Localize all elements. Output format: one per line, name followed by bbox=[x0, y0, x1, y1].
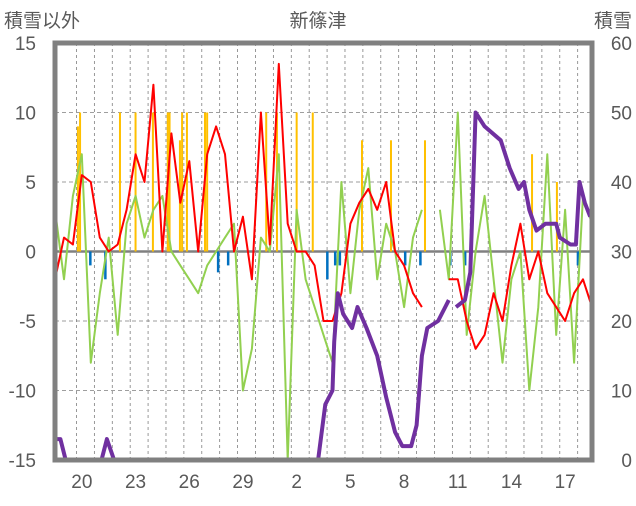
plot-frame bbox=[52, 40, 595, 463]
x-tick-label: 8 bbox=[399, 472, 410, 493]
y-right-tick-label: 20 bbox=[611, 312, 632, 333]
orange-bar bbox=[555, 182, 558, 252]
y-right-tick-label: 50 bbox=[611, 104, 632, 125]
blue-bar bbox=[338, 251, 342, 266]
y-right-tick-label: 40 bbox=[611, 173, 632, 194]
blue-bar bbox=[576, 251, 580, 266]
blue-bar bbox=[403, 251, 407, 266]
y-right-tick-label: 0 bbox=[621, 451, 632, 472]
orange-bar bbox=[118, 112, 121, 252]
y-right-tick-label: 60 bbox=[611, 34, 632, 55]
x-tick-label: 11 bbox=[448, 472, 468, 493]
orange-bar bbox=[185, 112, 188, 252]
x-tick-label: 20 bbox=[71, 472, 92, 493]
chart-title: 新篠津 bbox=[289, 10, 346, 32]
y-left-tick-label: 0 bbox=[25, 243, 36, 264]
y-left-tick-label: -15 bbox=[9, 451, 36, 472]
orange-bar bbox=[168, 112, 171, 252]
orange-bar bbox=[151, 112, 154, 252]
x-tick-label: 26 bbox=[179, 472, 200, 493]
orange-bar bbox=[389, 140, 392, 252]
y-left-tick-label: -10 bbox=[9, 382, 36, 403]
bars bbox=[76, 112, 580, 280]
orange-bar bbox=[311, 112, 314, 252]
y-right-tick-label: 30 bbox=[611, 243, 632, 264]
orange-bar bbox=[134, 112, 137, 252]
orange-bar bbox=[531, 154, 534, 252]
red-series-line bbox=[54, 62, 593, 350]
y-right-tick-label: 10 bbox=[611, 382, 632, 403]
x-tick-label: 5 bbox=[345, 472, 356, 493]
y-left-tick-label: 10 bbox=[15, 104, 36, 125]
purple-series-line bbox=[55, 110, 593, 462]
x-tick-label: 14 bbox=[501, 472, 523, 493]
y-axis-left-label: 積雪以外 bbox=[4, 10, 80, 32]
y-left-tick-label: -5 bbox=[19, 312, 36, 333]
x-tick-label: 17 bbox=[555, 472, 576, 493]
blue-bar bbox=[226, 251, 230, 266]
y-left-tick-label: 15 bbox=[15, 34, 36, 55]
orange-bar bbox=[295, 112, 298, 252]
orange-bar bbox=[76, 126, 79, 252]
orange-bar bbox=[423, 140, 426, 252]
blue-bar bbox=[216, 251, 220, 273]
orange-bar bbox=[206, 112, 209, 252]
blue-bar bbox=[89, 251, 92, 266]
x-tick-label: 2 bbox=[291, 472, 302, 493]
blue-bar bbox=[419, 251, 422, 266]
x-tick-label: 23 bbox=[125, 472, 146, 493]
blue-bar bbox=[104, 251, 107, 280]
series-lines bbox=[54, 62, 593, 462]
x-tick-label: 29 bbox=[232, 472, 253, 493]
orange-bar bbox=[181, 112, 184, 252]
y-axis-right-label: 積雪 bbox=[594, 10, 632, 32]
blue-bar bbox=[463, 251, 467, 266]
blue-bar bbox=[326, 251, 329, 280]
y-left-tick-label: 5 bbox=[25, 173, 36, 194]
blue-bar bbox=[333, 251, 337, 266]
